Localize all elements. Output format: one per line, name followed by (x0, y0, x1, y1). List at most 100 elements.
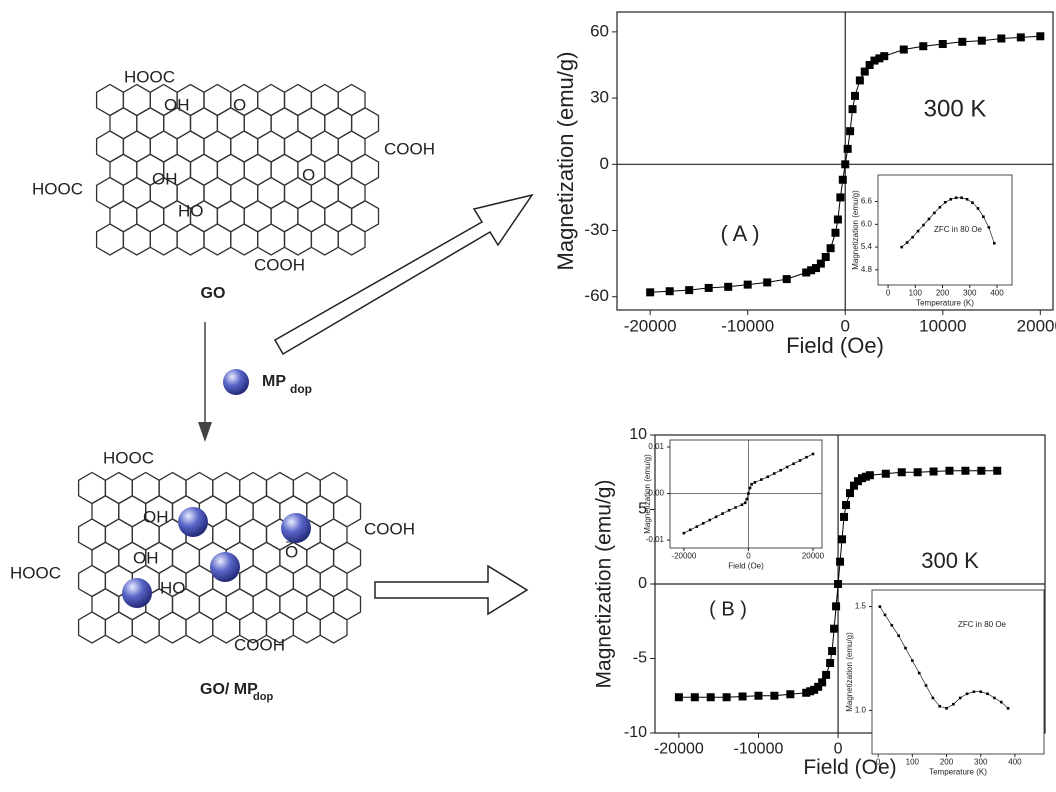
data-point (966, 198, 969, 201)
ring (338, 224, 365, 255)
data-point (911, 236, 914, 239)
x-tick-label: -10000 (721, 316, 774, 335)
group-label: COOH (234, 635, 285, 654)
data-point (830, 625, 838, 633)
ring (325, 108, 352, 139)
x-tick-label: 300 (963, 289, 977, 298)
group-label: OH (152, 169, 178, 188)
y-tick-label: 5.4 (861, 242, 873, 251)
y-tick-label: 4.8 (861, 265, 873, 274)
caption: GO/ MP (200, 681, 258, 698)
data-point (746, 498, 749, 501)
data-point (856, 76, 864, 84)
data-point (822, 671, 830, 679)
data-point (866, 471, 874, 479)
data-point (914, 468, 922, 476)
data-point (918, 672, 921, 675)
group-label: OH (143, 507, 169, 526)
ring (191, 108, 218, 139)
ring (307, 496, 334, 527)
data-point (723, 693, 731, 701)
ring (159, 612, 186, 643)
group-label: HOOC (10, 563, 61, 582)
data-point (689, 529, 692, 532)
ring (352, 154, 379, 185)
data-point (754, 481, 757, 484)
data-point (988, 226, 991, 229)
ring (137, 108, 164, 139)
group-label: O (233, 95, 246, 114)
ring (293, 612, 320, 643)
x-tick-label: 20000 (802, 552, 825, 561)
particle (178, 507, 208, 537)
data-point (906, 241, 909, 244)
y-tick-label: -0.01 (646, 535, 665, 544)
data-point (979, 690, 982, 693)
data-point (904, 647, 907, 650)
ring (253, 496, 280, 527)
data-point (945, 707, 948, 710)
data-point (695, 525, 698, 528)
data-point (986, 692, 989, 695)
x-tick-label: 0 (876, 758, 881, 767)
ring (244, 154, 271, 185)
ring (253, 589, 280, 620)
data-point (993, 697, 996, 700)
ring (334, 496, 361, 527)
data-point (891, 624, 894, 627)
data-point (826, 659, 834, 667)
y-axis-label: Magnetization (emu/g) (845, 632, 854, 712)
data-point (1017, 33, 1025, 41)
ring (132, 612, 159, 643)
data-point (805, 456, 808, 459)
y-tick-label: 10 (629, 426, 647, 443)
data-point (959, 697, 962, 700)
data-point (1007, 707, 1010, 710)
group-label: HO (178, 201, 204, 220)
x-tick-label: 300 (974, 758, 988, 767)
data-point (754, 692, 762, 700)
ring (244, 108, 271, 139)
ring (307, 589, 334, 620)
data-point (841, 160, 849, 168)
data-point (939, 40, 947, 48)
y-tick-label: 60 (590, 21, 609, 40)
plot-frame (872, 590, 1044, 754)
y-tick-label: 0.01 (648, 442, 664, 451)
data-point (958, 38, 966, 46)
y-axis-label: Magnetization (emu/g) (593, 480, 616, 689)
data-point (978, 37, 986, 45)
data-point (646, 288, 654, 296)
x-tick-label: -20000 (671, 552, 696, 561)
x-tick-label: 400 (1008, 758, 1022, 767)
data-point (705, 284, 713, 292)
y-tick-label: 1.5 (855, 602, 867, 611)
data-point (822, 253, 830, 261)
data-point (932, 697, 935, 700)
data-point (783, 275, 791, 283)
data-point (851, 92, 859, 100)
ring (280, 589, 307, 620)
ring (105, 612, 132, 643)
data-point (849, 105, 857, 113)
ring (298, 108, 325, 139)
ring (92, 496, 119, 527)
data-point (666, 287, 674, 295)
x-axis-label: Field (Oe) (786, 333, 884, 358)
data-point (997, 34, 1005, 42)
ring (191, 154, 218, 185)
data-point (779, 469, 782, 472)
ring (311, 224, 338, 255)
data-point (955, 196, 958, 199)
data-point (911, 659, 914, 662)
ring (307, 542, 334, 573)
ring (119, 496, 146, 527)
data-point (982, 215, 985, 218)
arrow-head (198, 422, 212, 442)
x-tick-label: 0 (746, 552, 751, 561)
x-tick-label: 20000 (1017, 316, 1056, 335)
data-point (949, 198, 952, 201)
ring (110, 108, 137, 139)
annotation: ( A ) (720, 221, 759, 246)
annotation: ( B ) (709, 598, 747, 620)
